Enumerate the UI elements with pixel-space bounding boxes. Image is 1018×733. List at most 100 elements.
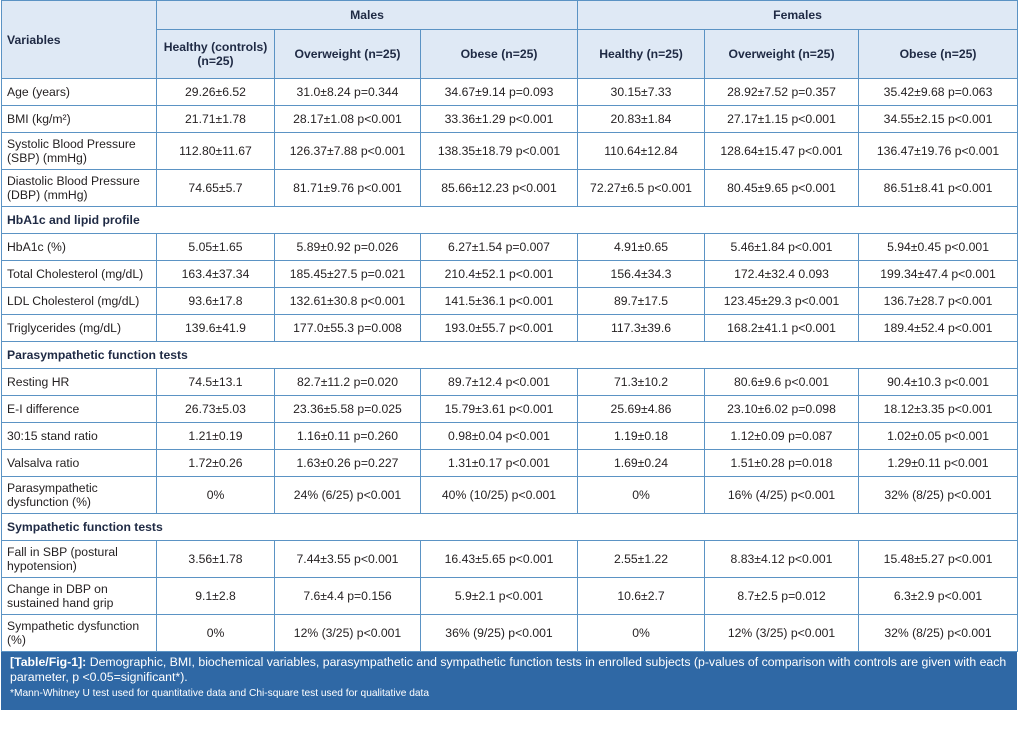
table-cell: 1.16±0.11 p=0.260 [274, 422, 421, 450]
table-cell: 132.61±30.8 p<0.001 [274, 287, 421, 315]
caption-text-block: [Table/Fig-1]: Demographic, BMI, biochem… [10, 655, 1008, 685]
table-row: E-I difference 26.73±5.03 23.36±5.58 p=0.0… [1, 395, 1018, 423]
table-cell: 210.4±52.1 p<0.001 [419, 260, 579, 288]
row-label: Triglycerides (mg/dL) [1, 314, 157, 342]
table-cell: 0% [156, 476, 275, 514]
row-label: Fall in SBP (postural hypotension) [1, 540, 157, 578]
table-cell: 72.27±6.5 p<0.001 [577, 169, 706, 207]
row-label: Resting HR [1, 368, 157, 396]
table-cell: 16.43±5.65 p<0.001 [419, 540, 579, 578]
male-obese-header: Obese (n=25) [419, 29, 579, 79]
table-cell: 23.36±5.58 p=0.025 [274, 395, 421, 423]
table-cell: 80.6±9.6 p<0.001 [704, 368, 860, 396]
table-row: Change in DBP on sustained hand grip 9.1±… [1, 577, 1018, 615]
row-label: 30:15 stand ratio [1, 422, 157, 450]
table-cell: 117.3±39.6 [577, 314, 706, 342]
row-label: Age (years) [1, 78, 157, 106]
table-cell: 28.17±1.08 p<0.001 [274, 105, 421, 133]
section-heading: Sympathetic function tests [0, 513, 1018, 541]
table-cell: 168.2±41.1 p<0.001 [704, 314, 860, 342]
female-obese-header: Obese (n=25) [858, 29, 1018, 79]
table-cell: 136.47±19.76 p<0.001 [858, 132, 1018, 170]
row-label: E-I difference [1, 395, 157, 423]
table-cell: 81.71±9.76 p<0.001 [274, 169, 421, 207]
table-cell: 5.05±1.65 [156, 233, 275, 261]
table-cell: 1.63±0.26 p=0.227 [274, 449, 421, 477]
row-label: Valsalva ratio [1, 449, 157, 477]
table-cell: 8.83±4.12 p<0.001 [704, 540, 860, 578]
table-row: Resting HR 74.5±13.1 82.7±11.2 p=0.020 89.7… [1, 368, 1018, 396]
table-cell: 74.65±5.7 [156, 169, 275, 207]
male-healthy-header: Healthy (controls) (n=25) [156, 29, 275, 79]
table-cell: 112.80±11.67 [156, 132, 275, 170]
table-cell: 1.72±0.26 [156, 449, 275, 477]
table-cell: 31.0±8.24 p=0.344 [274, 78, 421, 106]
table-cell: 163.4±37.34 [156, 260, 275, 288]
table-cell: 5.89±0.92 p=0.026 [274, 233, 421, 261]
table-cell: 185.45±27.5 p=0.021 [274, 260, 421, 288]
table-cell: 36% (9/25) p<0.001 [419, 614, 579, 652]
table-cell: 20.83±1.84 [577, 105, 706, 133]
row-label: Diastolic Blood Pressure (DBP) (mmHg) [1, 169, 157, 207]
table-cell: 80.45±9.65 p<0.001 [704, 169, 860, 207]
table-cell: 126.37±7.88 p<0.001 [274, 132, 421, 170]
table-cell: 89.7±12.4 p<0.001 [419, 368, 579, 396]
section-row: Sympathetic function tests [0, 513, 1018, 541]
table-cell: 18.12±3.35 p<0.001 [858, 395, 1018, 423]
table-cell: 0% [577, 476, 706, 514]
table-cell: 12% (3/25) p<0.001 [274, 614, 421, 652]
table-cell: 28.92±7.52 p=0.357 [704, 78, 860, 106]
table-cell: 8.7±2.5 p=0.012 [704, 577, 860, 615]
table-cell: 89.7±17.5 [577, 287, 706, 315]
table-row: Sympathetic dysfunction (%) 0% 12% (3/25) … [1, 614, 1018, 652]
table-cell: 5.94±0.45 p<0.001 [858, 233, 1018, 261]
table-cell: 1.19±0.18 [577, 422, 706, 450]
table-cell: 139.6±41.9 [156, 314, 275, 342]
row-label: HbA1c (%) [1, 233, 157, 261]
table-cell: 177.0±55.3 p=0.008 [274, 314, 421, 342]
male-overweight-header: Overweight (n=25) [274, 29, 421, 79]
row-label: Systolic Blood Pressure (SBP) (mmHg) [1, 132, 157, 170]
table-cell: 71.3±10.2 [577, 368, 706, 396]
table-cell: 15.48±5.27 p<0.001 [858, 540, 1018, 578]
table-row: BMI (kg/m²) 21.71±1.78 28.17±1.08 p<0.001 3… [1, 105, 1018, 133]
table-cell: 0% [577, 614, 706, 652]
table-cell: 3.56±1.78 [156, 540, 275, 578]
table-cell: 90.4±10.3 p<0.001 [858, 368, 1018, 396]
table-cell: 110.64±12.84 [577, 132, 706, 170]
table-cell: 40% (10/25) p<0.001 [419, 476, 579, 514]
row-label: Sympathetic dysfunction (%) [1, 614, 157, 652]
row-label: Change in DBP on sustained hand grip [1, 577, 157, 615]
section-heading: Parasympathetic function tests [0, 341, 1018, 369]
female-healthy-header: Healthy (n=25) [577, 29, 706, 79]
table-cell: 32% (8/25) p<0.001 [858, 614, 1018, 652]
table-cell: 1.69±0.24 [577, 449, 706, 477]
table-cell: 156.4±34.3 [577, 260, 706, 288]
table-cell: 199.34±47.4 p<0.001 [858, 260, 1018, 288]
table-cell: 15.79±3.61 p<0.001 [419, 395, 579, 423]
table-cell: 35.42±9.68 p=0.063 [858, 78, 1018, 106]
caption-footnote: *Mann-Whitney U test used for quantitati… [10, 688, 430, 699]
table-caption: [Table/Fig-1]: Demographic, BMI, biochem… [1, 652, 1017, 710]
table-cell: 85.66±12.23 p<0.001 [419, 169, 579, 207]
row-label: BMI (kg/m²) [1, 105, 157, 133]
table-cell: 4.91±0.65 [577, 233, 706, 261]
table-cell: 1.29±0.11 p<0.001 [858, 449, 1018, 477]
table-row: Diastolic Blood Pressure (DBP) (mmHg) 74.… [1, 169, 1018, 207]
table-cell: 93.6±17.8 [156, 287, 275, 315]
table-cell: 21.71±1.78 [156, 105, 275, 133]
row-label: Parasympathetic dysfunction (%) [1, 476, 157, 514]
table-cell: 6.3±2.9 p<0.001 [858, 577, 1018, 615]
table-cell: 138.35±18.79 p<0.001 [419, 132, 579, 170]
table-row: Total Cholesterol (mg/dL) 163.4±37.34 185.… [1, 260, 1018, 288]
table-cell: 1.02±0.05 p<0.001 [858, 422, 1018, 450]
table-row: Systolic Blood Pressure (SBP) (mmHg) 112.… [1, 132, 1018, 170]
table-cell: 24% (6/25) p<0.001 [274, 476, 421, 514]
table-cell: 123.45±29.3 p<0.001 [704, 287, 860, 315]
table-cell: 29.26±6.52 [156, 78, 275, 106]
table-cell: 34.55±2.15 p<0.001 [858, 105, 1018, 133]
table-cell: 74.5±13.1 [156, 368, 275, 396]
section-heading: HbA1c and lipid profile [0, 206, 1018, 234]
row-label: LDL Cholesterol (mg/dL) [1, 287, 157, 315]
table-cell: 6.27±1.54 p=0.007 [419, 233, 579, 261]
